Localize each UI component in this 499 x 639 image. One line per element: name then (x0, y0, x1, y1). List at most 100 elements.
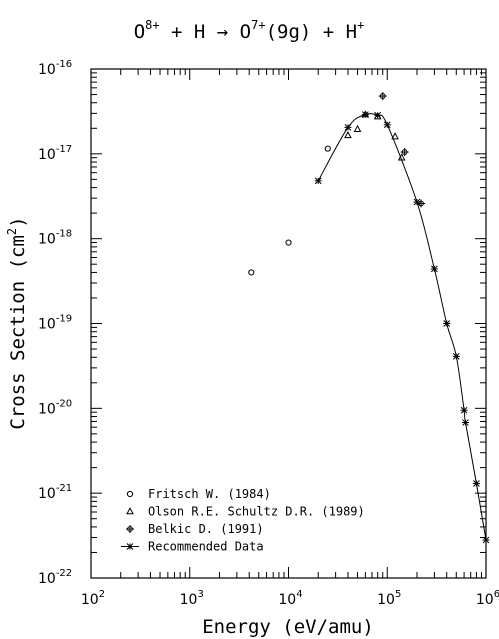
data-point (248, 269, 255, 276)
tick-exponent: 4 (296, 589, 302, 600)
tick-base: 10 (38, 401, 56, 417)
series-triangle (344, 110, 406, 161)
title-part: O (134, 21, 145, 43)
tick-base: 10 (476, 592, 494, 608)
data-point (361, 111, 369, 118)
data-point (285, 239, 292, 246)
chart-title: O8+ + H → O7+(9g) + H+ (134, 18, 365, 43)
marker-triangle (126, 507, 134, 515)
legend-label: Recommended Data (148, 540, 264, 554)
y-axis-title-text: Cross Section (cm2) (5, 216, 29, 429)
data-point (378, 92, 387, 101)
legend-label: Belkic D. (1991) (148, 522, 264, 536)
title-superscript: 7+ (251, 18, 265, 32)
series-star (314, 111, 490, 544)
tick-base: 10 (278, 592, 296, 608)
recommended-curve (317, 112, 487, 541)
data-point (400, 148, 409, 157)
tick-base: 10 (38, 486, 56, 502)
legend-item: Olson R.E. Schultz D.R. (1989) (126, 505, 365, 519)
x-tick-labels: 102 103 104 105 106 (81, 589, 499, 608)
tick-base: 10 (38, 147, 56, 163)
tick-exponent: 2 (99, 589, 105, 600)
data-point (443, 320, 451, 327)
marker-triangle (397, 153, 406, 161)
marker-triangle (353, 124, 362, 133)
tick-base: 10 (38, 571, 56, 587)
tick-base: 10 (377, 592, 395, 608)
x-axis-title: Energy (eV/amu) (202, 616, 374, 638)
recommended-data-line (317, 112, 487, 541)
y-axis-title-tail: ) (7, 216, 29, 227)
tick-base: 10 (38, 62, 56, 78)
x-tick-label: 105 (377, 589, 401, 608)
data-point (344, 124, 352, 131)
data-points (248, 92, 490, 544)
data-point (413, 198, 421, 206)
title-superscript: + (357, 18, 364, 32)
legend-marker (126, 507, 134, 515)
y-tick-label: 10-19 (38, 314, 72, 333)
legend-marker (126, 490, 134, 498)
tick-base: 10 (81, 592, 99, 608)
title-part: (9g) + H (266, 21, 358, 43)
data-point (430, 265, 438, 273)
y-tick-label: 10-18 (38, 229, 72, 248)
tick-exponent: -20 (56, 398, 72, 409)
y-tick-label: 10-22 (38, 568, 72, 587)
data-point (397, 153, 406, 161)
data-point (324, 145, 331, 152)
title-text: O8+ + H → O7+(9g) + H+ (134, 18, 365, 43)
title-superscript: 8+ (145, 18, 159, 32)
data-point (353, 124, 362, 133)
data-point (383, 121, 391, 129)
marker-circle (285, 239, 292, 246)
tick-exponent: 3 (197, 589, 203, 600)
data-point (314, 177, 322, 185)
y-tick-label: 10-21 (38, 483, 72, 502)
tick-base: 10 (180, 592, 198, 608)
x-tick-label: 103 (180, 589, 204, 608)
y-tick-label: 10-20 (38, 398, 72, 417)
tick-exponent: -22 (56, 568, 72, 579)
data-point (452, 352, 460, 360)
series-circle (248, 145, 331, 276)
marker-circle (126, 490, 134, 498)
marker-triangle (344, 131, 352, 139)
data-point (472, 480, 480, 487)
legend-marker (126, 543, 134, 550)
series-circle-plus (378, 92, 426, 208)
legend-item: Fritsch W. (1984) (126, 487, 271, 501)
y-axis-title: Cross Section (cm2) (5, 216, 29, 429)
x-tick-label: 106 (476, 589, 499, 608)
tick-exponent: -18 (56, 229, 72, 240)
tick-exponent: 5 (395, 589, 401, 600)
data-point (374, 111, 382, 119)
tick-exponent: -16 (56, 59, 72, 70)
legend-label: Olson R.E. Schultz D.R. (1989) (148, 505, 365, 519)
y-tick-label: 10-16 (38, 59, 72, 78)
y-axis-title-main: Cross Section (cm (7, 235, 29, 429)
legend: Fritsch W. (1984) Olson R.E. Schultz D.R.… (121, 487, 365, 554)
data-point (482, 536, 490, 544)
data-point (460, 406, 468, 414)
legend-item: Recommended Data (121, 540, 264, 554)
title-part: + H → O (160, 21, 252, 43)
legend-item: Belkic D. (1991) (126, 522, 264, 536)
tick-exponent: 6 (494, 589, 499, 600)
data-point (461, 419, 469, 426)
plot-frame (90, 68, 487, 579)
marker-circle (324, 145, 331, 152)
tick-base: 10 (38, 232, 56, 248)
y-tick-label: 10-17 (38, 144, 72, 163)
y-axis-title-superscript: 2 (5, 228, 19, 235)
marker-triangle (391, 132, 399, 140)
x-tick-label: 104 (278, 589, 302, 608)
x-tick-label: 102 (81, 589, 105, 608)
axis-ticks (90, 68, 487, 579)
tick-exponent: -21 (56, 483, 72, 494)
data-point (391, 132, 399, 140)
tick-exponent: -19 (56, 314, 72, 325)
